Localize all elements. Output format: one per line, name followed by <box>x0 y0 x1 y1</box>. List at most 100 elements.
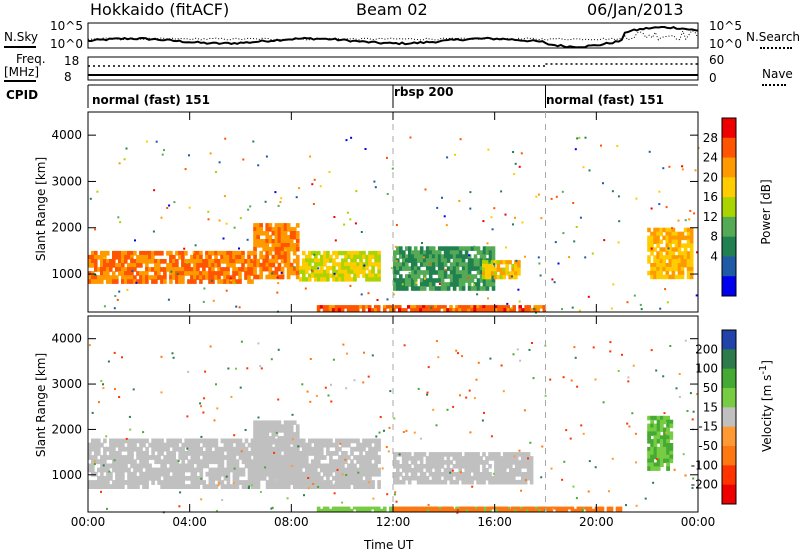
data-cell <box>467 305 471 309</box>
data-cell <box>359 262 363 267</box>
speckle-point <box>379 416 382 418</box>
data-cell <box>163 455 167 460</box>
data-cell <box>199 451 204 456</box>
data-cell <box>130 263 134 268</box>
data-cell <box>292 475 297 480</box>
data-cell <box>91 467 95 473</box>
data-cell <box>211 459 216 465</box>
speckle-point <box>459 394 461 397</box>
data-cell <box>202 484 207 489</box>
speckle-point <box>345 474 348 476</box>
data-cell <box>314 467 318 473</box>
data-cell <box>289 480 294 485</box>
data-cell <box>407 464 412 469</box>
data-cell <box>410 456 415 461</box>
data-cell <box>653 266 657 272</box>
data-cell <box>232 446 237 452</box>
data-cell <box>393 460 397 465</box>
data-cell <box>305 451 309 456</box>
data-cell <box>458 282 463 287</box>
data-cell <box>277 459 282 465</box>
speckle-point <box>608 490 610 493</box>
data-cell <box>488 282 493 287</box>
data-cell <box>223 279 227 284</box>
speckle-point <box>186 261 189 264</box>
speckle-point <box>549 378 552 381</box>
data-cell <box>377 269 381 275</box>
speckle-point <box>307 477 310 479</box>
data-cell <box>519 508 523 512</box>
data-cell <box>399 506 403 510</box>
data-cell <box>449 475 454 481</box>
data-cell <box>353 463 357 469</box>
speckle-point <box>277 398 280 401</box>
colorbar-tick-1-4: -15 <box>698 420 718 434</box>
data-cell <box>506 456 510 461</box>
data-cell <box>355 508 360 512</box>
data-cell <box>479 308 483 312</box>
data-cell <box>467 464 471 469</box>
speckle-point <box>160 355 163 358</box>
data-cell <box>533 305 538 309</box>
data-cell <box>196 475 201 481</box>
data-cell <box>172 271 176 276</box>
data-cell <box>121 271 125 276</box>
data-cell <box>371 262 375 267</box>
data-cell <box>656 263 660 268</box>
data-cell <box>362 269 366 275</box>
data-cell <box>289 231 294 236</box>
data-cell <box>458 258 463 263</box>
data-cell <box>494 452 498 457</box>
data-cell <box>511 275 515 280</box>
data-cell <box>280 246 285 252</box>
data-cell <box>271 463 276 469</box>
data-cell <box>121 442 125 448</box>
data-cell <box>142 259 146 264</box>
data-cell <box>178 254 182 260</box>
data-cell <box>365 262 369 267</box>
data-cell <box>193 446 198 452</box>
data-cell <box>680 235 685 241</box>
data-cell <box>305 442 309 448</box>
data-cell <box>229 455 234 460</box>
data-cell <box>413 282 418 287</box>
data-cell <box>686 239 691 244</box>
data-cell <box>256 227 260 232</box>
data-cell <box>650 243 654 248</box>
data-cell <box>139 455 143 460</box>
data-cell <box>666 443 670 448</box>
data-cell <box>487 271 492 276</box>
data-cell <box>169 455 173 460</box>
speckle-point <box>126 289 129 291</box>
data-cell <box>337 308 342 312</box>
data-cell <box>377 438 381 444</box>
data-cell <box>431 282 436 287</box>
data-cell <box>157 275 161 280</box>
data-cell <box>166 484 170 489</box>
data-cell <box>283 451 288 457</box>
data-cell <box>347 254 351 260</box>
data-cell <box>163 442 167 448</box>
data-cell <box>368 262 372 267</box>
data-cell <box>346 308 351 312</box>
data-cell <box>259 442 264 448</box>
data-cell <box>100 463 104 469</box>
data-cell <box>253 266 257 272</box>
data-cell <box>235 484 240 489</box>
speckle-point <box>216 509 218 512</box>
ytick-label-1-1: 3000 <box>51 377 82 391</box>
data-cell <box>241 471 246 477</box>
data-cell <box>503 452 507 457</box>
data-cell <box>473 506 477 510</box>
data-cell <box>479 475 483 481</box>
data-cell <box>455 456 460 461</box>
data-cell <box>154 279 158 284</box>
speckle-point <box>513 455 516 458</box>
speckle-point <box>459 138 462 141</box>
data-cell <box>383 508 387 512</box>
data-cell <box>220 279 224 284</box>
speckle-point <box>389 390 392 393</box>
data-cell <box>232 459 237 465</box>
data-cell <box>393 464 397 469</box>
data-cell <box>106 484 110 489</box>
